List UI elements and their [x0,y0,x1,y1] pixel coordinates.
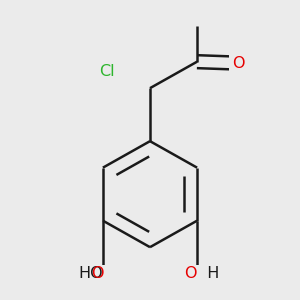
Text: O: O [184,266,197,281]
FancyBboxPatch shape [183,265,211,282]
Text: Cl: Cl [100,64,115,80]
FancyBboxPatch shape [93,63,121,80]
Text: H: H [197,266,220,281]
FancyBboxPatch shape [229,55,248,72]
Text: HO: HO [78,266,103,281]
Text: O: O [232,56,244,70]
Text: O: O [91,266,104,281]
FancyBboxPatch shape [89,265,117,282]
